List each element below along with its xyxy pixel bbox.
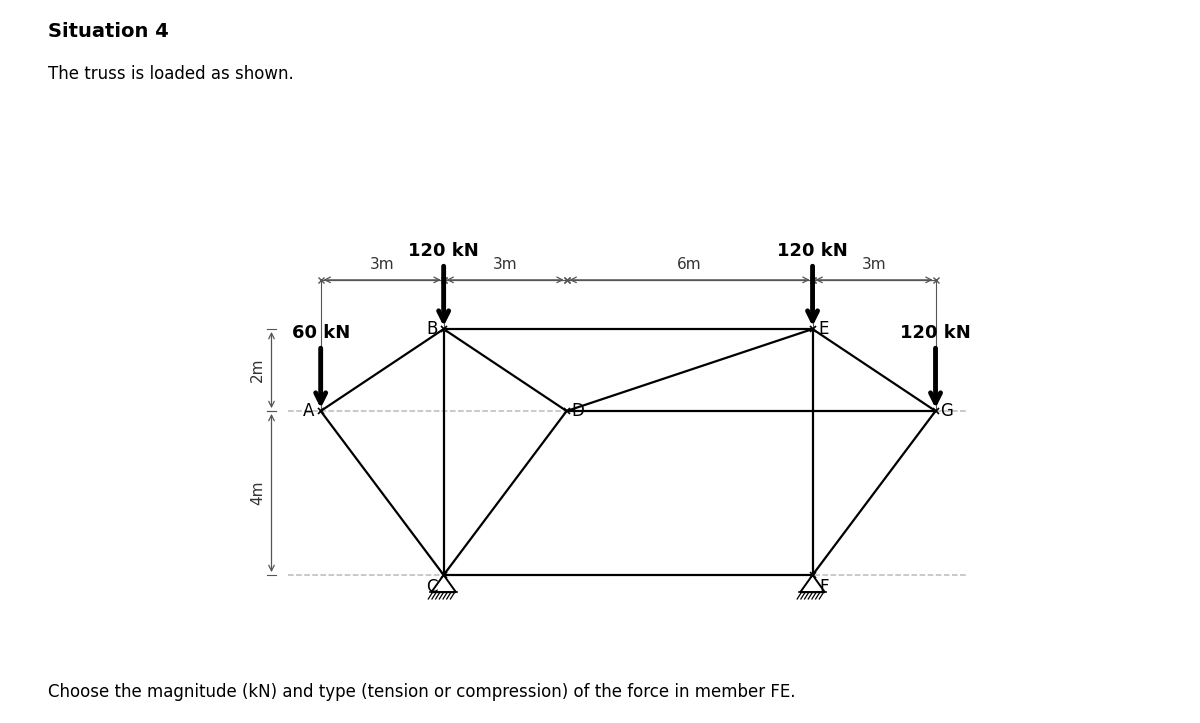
Text: E: E	[818, 320, 829, 338]
Text: 3m: 3m	[370, 257, 395, 273]
Text: F: F	[820, 578, 829, 596]
Text: A: A	[302, 402, 314, 420]
Text: The truss is loaded as shown.: The truss is loaded as shown.	[48, 65, 294, 83]
Text: B: B	[426, 320, 438, 338]
Text: 3m: 3m	[493, 257, 517, 273]
Text: 3m: 3m	[862, 257, 887, 273]
Text: Situation 4: Situation 4	[48, 22, 169, 40]
Text: Choose the magnitude (kN) and type (tension or compression) of the force in memb: Choose the magnitude (kN) and type (tens…	[48, 683, 796, 701]
Text: 120 kN: 120 kN	[408, 242, 479, 260]
Text: D: D	[571, 402, 584, 420]
Text: G: G	[941, 402, 954, 420]
Text: C: C	[426, 578, 438, 596]
Text: 60 kN: 60 kN	[292, 324, 350, 342]
Text: 6m: 6m	[677, 257, 702, 273]
Text: 4m: 4m	[251, 481, 265, 505]
Text: 2m: 2m	[251, 358, 265, 382]
Text: 120 kN: 120 kN	[900, 324, 971, 342]
Text: 120 kN: 120 kN	[778, 242, 848, 260]
